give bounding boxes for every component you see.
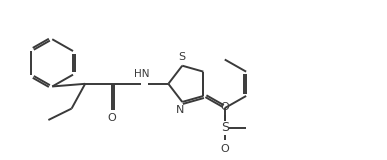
Text: O: O [220,102,229,112]
Text: O: O [220,144,229,154]
Text: HN: HN [134,69,149,79]
Text: O: O [108,113,116,123]
Text: S: S [221,121,229,134]
Text: S: S [179,52,186,62]
Text: N: N [176,105,185,115]
